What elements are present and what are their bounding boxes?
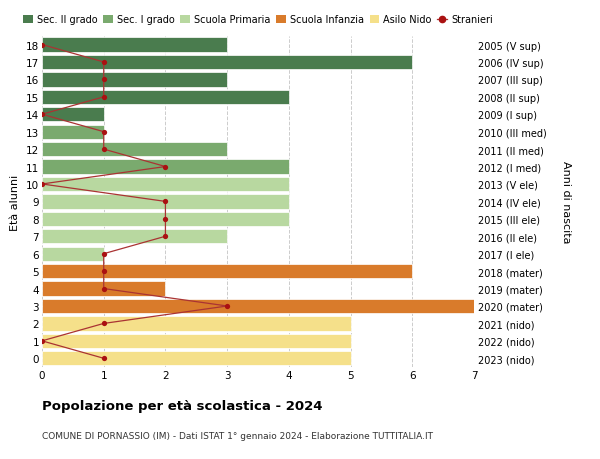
Bar xyxy=(42,160,289,174)
Bar xyxy=(42,38,227,52)
Bar xyxy=(42,108,104,122)
Bar xyxy=(42,352,350,366)
Text: Popolazione per età scolastica - 2024: Popolazione per età scolastica - 2024 xyxy=(42,399,323,412)
Bar xyxy=(42,334,350,348)
Bar xyxy=(42,178,289,192)
Bar xyxy=(42,317,350,331)
Y-axis label: Età alunni: Età alunni xyxy=(10,174,20,230)
Bar xyxy=(42,56,412,70)
Bar xyxy=(42,212,289,226)
Bar xyxy=(42,143,227,157)
Bar xyxy=(42,264,412,279)
Bar xyxy=(42,195,289,209)
Bar xyxy=(42,125,104,140)
Bar xyxy=(42,282,166,296)
Text: COMUNE DI PORNASSIO (IM) - Dati ISTAT 1° gennaio 2024 - Elaborazione TUTTITALIA.: COMUNE DI PORNASSIO (IM) - Dati ISTAT 1°… xyxy=(42,431,433,441)
Bar xyxy=(42,230,227,244)
Y-axis label: Anni di nascita: Anni di nascita xyxy=(561,161,571,243)
Bar xyxy=(42,90,289,105)
Legend: Sec. II grado, Sec. I grado, Scuola Primaria, Scuola Infanzia, Asilo Nido, Stran: Sec. II grado, Sec. I grado, Scuola Prim… xyxy=(23,15,493,25)
Bar xyxy=(42,299,474,313)
Bar xyxy=(42,73,227,87)
Bar xyxy=(42,247,104,261)
